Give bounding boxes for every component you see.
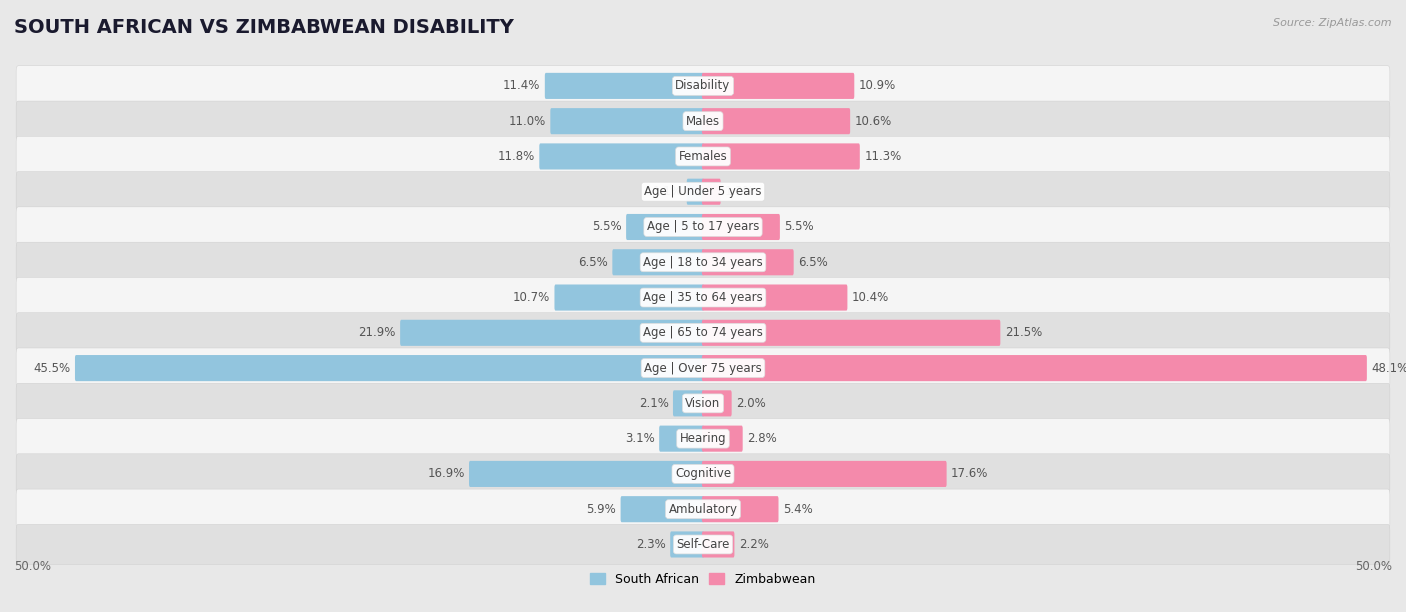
FancyBboxPatch shape <box>15 313 1391 353</box>
Text: 1.2%: 1.2% <box>725 185 755 198</box>
FancyBboxPatch shape <box>15 65 1391 106</box>
FancyBboxPatch shape <box>671 531 704 558</box>
Text: 5.5%: 5.5% <box>592 220 621 234</box>
FancyBboxPatch shape <box>554 285 704 311</box>
FancyBboxPatch shape <box>15 171 1391 212</box>
Text: 1.1%: 1.1% <box>652 185 682 198</box>
Text: 2.0%: 2.0% <box>737 397 766 410</box>
Text: 50.0%: 50.0% <box>1355 560 1392 573</box>
Text: 17.6%: 17.6% <box>950 468 988 480</box>
Text: 11.0%: 11.0% <box>509 114 546 128</box>
Text: 11.4%: 11.4% <box>503 80 540 92</box>
FancyBboxPatch shape <box>702 179 721 205</box>
Text: Hearing: Hearing <box>679 432 727 445</box>
Text: 2.8%: 2.8% <box>747 432 778 445</box>
FancyBboxPatch shape <box>15 383 1391 424</box>
FancyBboxPatch shape <box>702 214 780 240</box>
FancyBboxPatch shape <box>544 73 704 99</box>
FancyBboxPatch shape <box>659 425 704 452</box>
Legend: South African, Zimbabwean: South African, Zimbabwean <box>585 568 821 591</box>
FancyBboxPatch shape <box>550 108 704 134</box>
FancyBboxPatch shape <box>401 319 704 346</box>
FancyBboxPatch shape <box>702 425 742 452</box>
FancyBboxPatch shape <box>75 355 704 381</box>
FancyBboxPatch shape <box>15 101 1391 141</box>
Text: 21.5%: 21.5% <box>1005 326 1042 339</box>
Text: Ambulatory: Ambulatory <box>668 502 738 516</box>
Text: 10.9%: 10.9% <box>859 80 896 92</box>
FancyBboxPatch shape <box>470 461 704 487</box>
FancyBboxPatch shape <box>626 214 704 240</box>
FancyBboxPatch shape <box>702 461 946 487</box>
FancyBboxPatch shape <box>702 249 793 275</box>
FancyBboxPatch shape <box>15 454 1391 494</box>
FancyBboxPatch shape <box>620 496 704 522</box>
Text: 45.5%: 45.5% <box>34 362 70 375</box>
FancyBboxPatch shape <box>15 136 1391 176</box>
Text: Age | Over 75 years: Age | Over 75 years <box>644 362 762 375</box>
Text: 50.0%: 50.0% <box>14 560 51 573</box>
Text: Age | 65 to 74 years: Age | 65 to 74 years <box>643 326 763 339</box>
FancyBboxPatch shape <box>15 489 1391 529</box>
Text: Vision: Vision <box>685 397 721 410</box>
Text: Age | Under 5 years: Age | Under 5 years <box>644 185 762 198</box>
FancyBboxPatch shape <box>686 179 704 205</box>
FancyBboxPatch shape <box>702 531 734 558</box>
FancyBboxPatch shape <box>15 277 1391 318</box>
Text: Disability: Disability <box>675 80 731 92</box>
Text: 5.4%: 5.4% <box>783 502 813 516</box>
Text: 6.5%: 6.5% <box>799 256 828 269</box>
Text: 21.9%: 21.9% <box>359 326 395 339</box>
FancyBboxPatch shape <box>702 73 855 99</box>
FancyBboxPatch shape <box>673 390 704 416</box>
Text: Self-Care: Self-Care <box>676 538 730 551</box>
FancyBboxPatch shape <box>15 419 1391 459</box>
FancyBboxPatch shape <box>702 390 731 416</box>
Text: 2.3%: 2.3% <box>636 538 666 551</box>
Text: 10.7%: 10.7% <box>513 291 550 304</box>
Text: 5.5%: 5.5% <box>785 220 814 234</box>
Text: 11.3%: 11.3% <box>865 150 901 163</box>
Text: 10.4%: 10.4% <box>852 291 889 304</box>
Text: Age | 35 to 64 years: Age | 35 to 64 years <box>643 291 763 304</box>
Text: Females: Females <box>679 150 727 163</box>
FancyBboxPatch shape <box>702 496 779 522</box>
FancyBboxPatch shape <box>15 207 1391 247</box>
FancyBboxPatch shape <box>613 249 704 275</box>
FancyBboxPatch shape <box>702 108 851 134</box>
Text: 2.1%: 2.1% <box>638 397 669 410</box>
Text: 10.6%: 10.6% <box>855 114 891 128</box>
Text: SOUTH AFRICAN VS ZIMBABWEAN DISABILITY: SOUTH AFRICAN VS ZIMBABWEAN DISABILITY <box>14 18 515 37</box>
Text: Males: Males <box>686 114 720 128</box>
FancyBboxPatch shape <box>702 285 848 311</box>
Text: Age | 18 to 34 years: Age | 18 to 34 years <box>643 256 763 269</box>
Text: Cognitive: Cognitive <box>675 468 731 480</box>
FancyBboxPatch shape <box>702 319 1000 346</box>
Text: 6.5%: 6.5% <box>578 256 607 269</box>
FancyBboxPatch shape <box>15 348 1391 388</box>
FancyBboxPatch shape <box>15 524 1391 565</box>
Text: 16.9%: 16.9% <box>427 468 464 480</box>
FancyBboxPatch shape <box>540 143 704 170</box>
Text: 11.8%: 11.8% <box>498 150 534 163</box>
FancyBboxPatch shape <box>702 355 1367 381</box>
Text: 2.2%: 2.2% <box>738 538 769 551</box>
Text: 48.1%: 48.1% <box>1371 362 1406 375</box>
FancyBboxPatch shape <box>702 143 860 170</box>
FancyBboxPatch shape <box>15 242 1391 282</box>
Text: Age | 5 to 17 years: Age | 5 to 17 years <box>647 220 759 234</box>
Text: Source: ZipAtlas.com: Source: ZipAtlas.com <box>1274 18 1392 28</box>
Text: 5.9%: 5.9% <box>586 502 616 516</box>
Text: 3.1%: 3.1% <box>626 432 655 445</box>
